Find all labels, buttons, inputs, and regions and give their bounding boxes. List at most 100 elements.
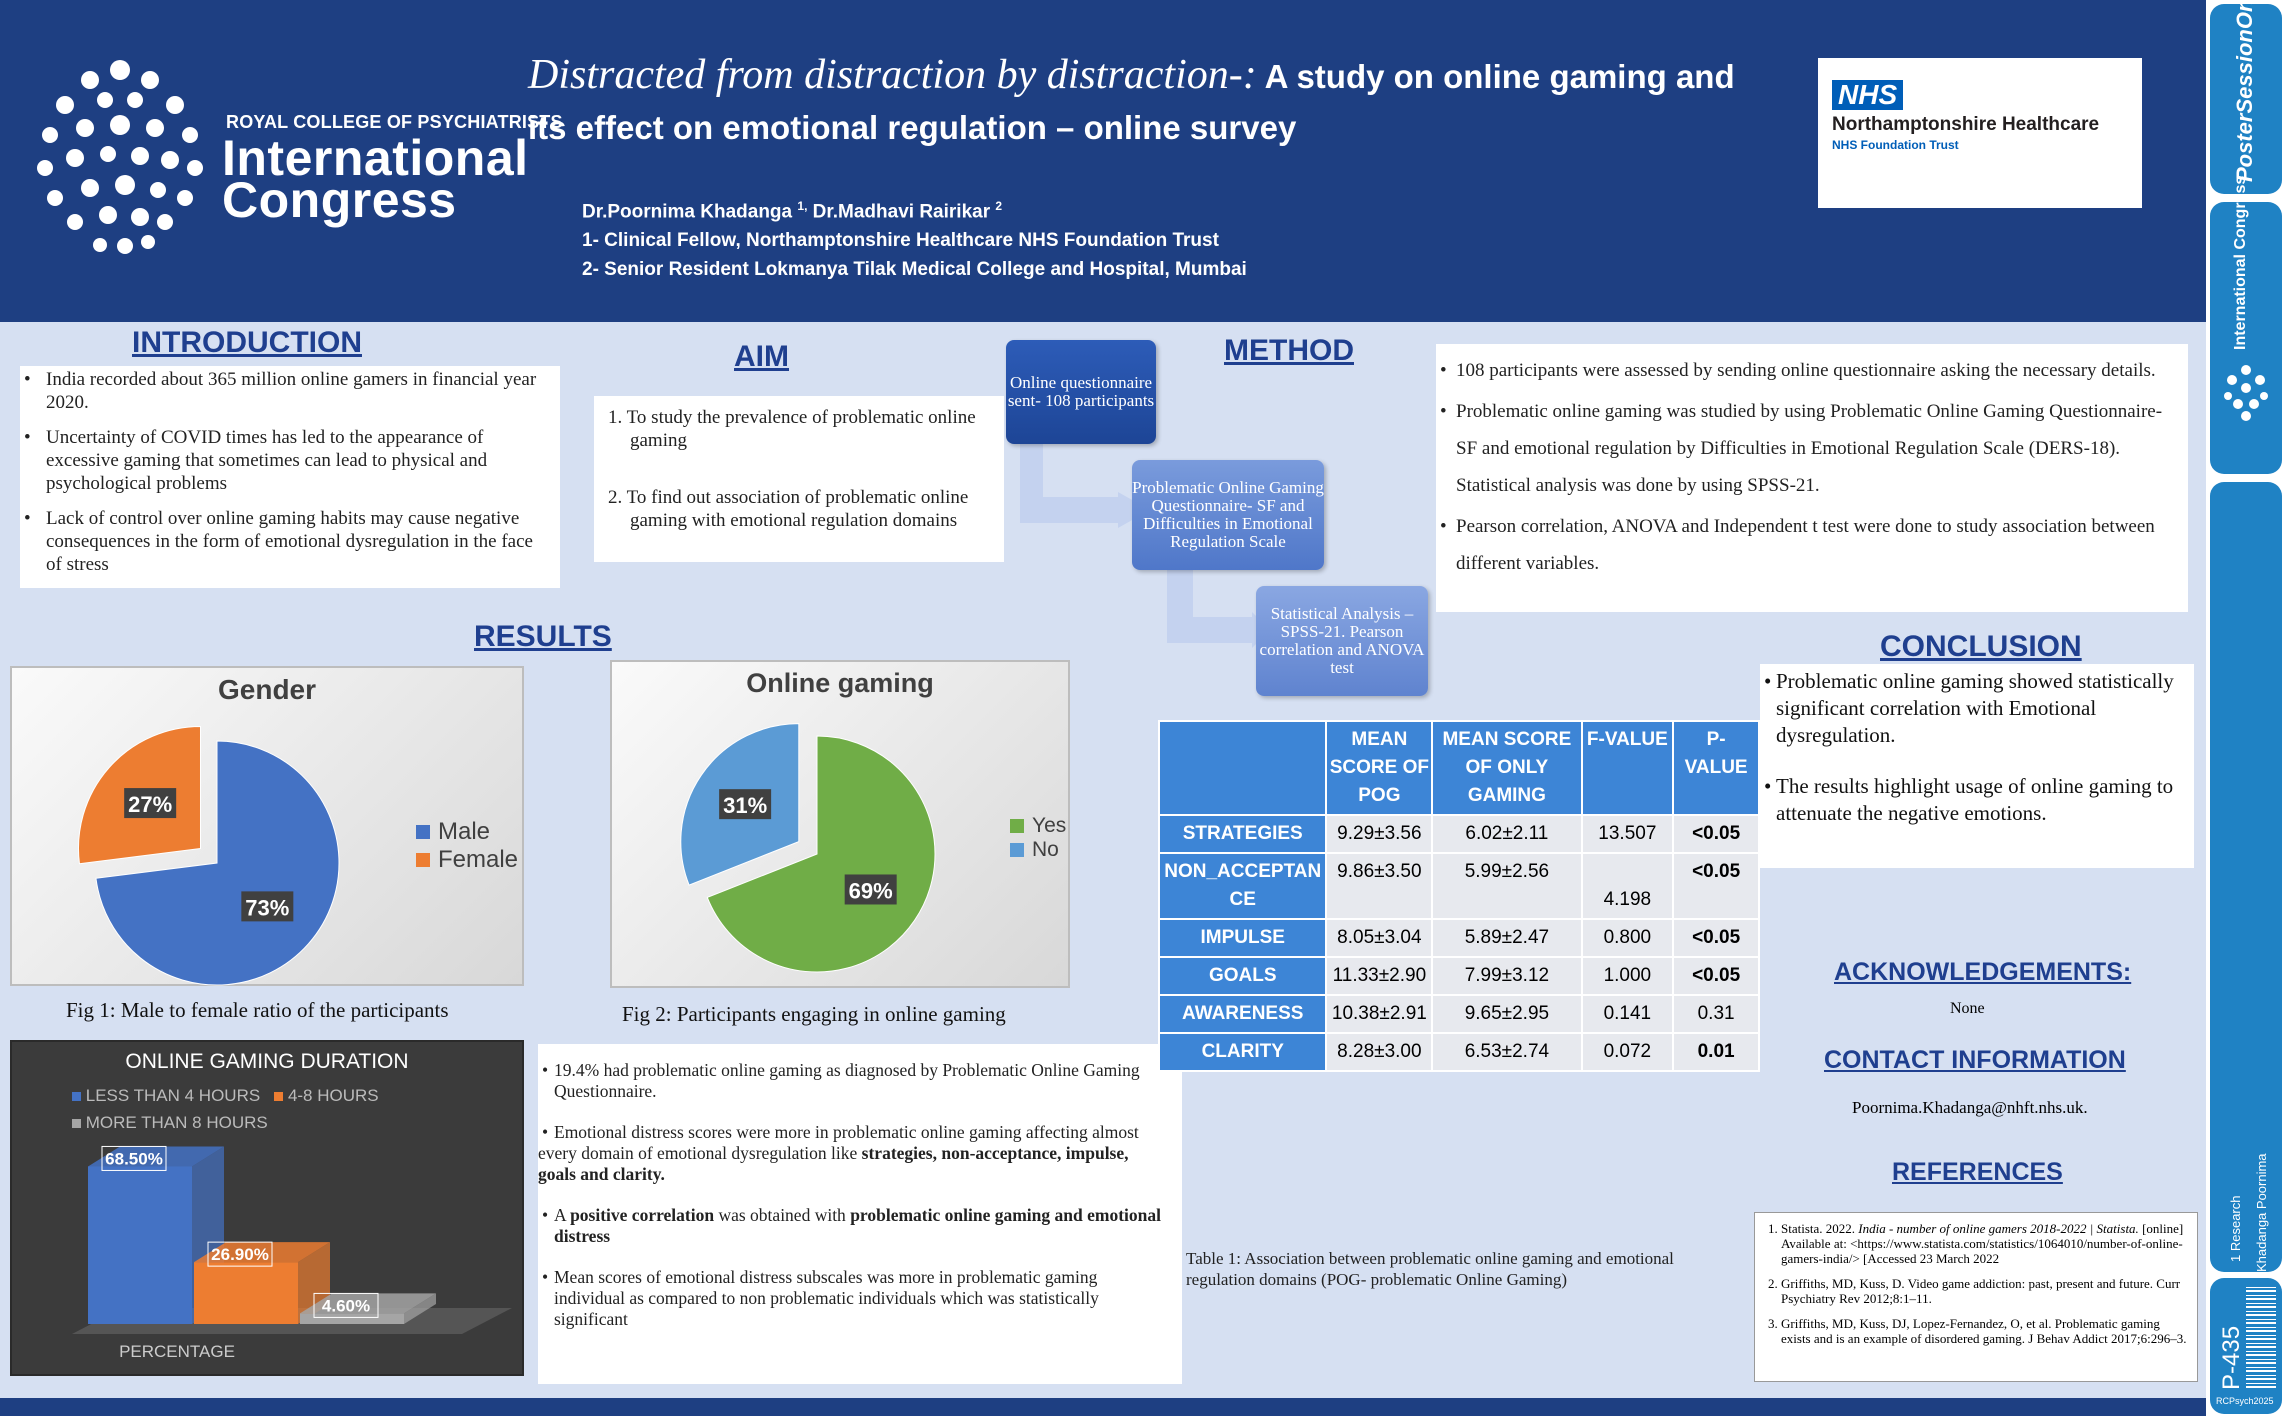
method-box: 108 participants were assessed by sendin… [1436, 344, 2188, 612]
online-gaming-pie: 69% 31% [680, 723, 936, 973]
method-bullet: Pearson correlation, ANOVA and Independe… [1436, 508, 2176, 582]
reference-item: Statista. 2022. India - number of online… [1781, 1221, 2189, 1266]
sidebar-brand-panel: PosterSessionOnline [2210, 0, 2282, 194]
table-header: MEAN SCORE OF ONLY GAMING [1431, 720, 1583, 816]
nhs-org: Northamptonshire Healthcare [1832, 114, 2100, 135]
legend-more-8: MORE THAN 8 HOURS [72, 1109, 268, 1136]
table-caption: Table 1: Association between problematic… [1186, 1249, 1674, 1289]
pie-data-label: 31% [723, 793, 767, 818]
flow-step-1: Online questionnaire sent- 108 participa… [1006, 340, 1156, 444]
table-row: CLARITY 8.28±3.00 6.53±2.74 0.072 0.01 [1157, 1032, 1760, 1072]
contact-email: Poornima.Khadanga@nhft.nhs.uk. [1852, 1098, 2088, 1117]
nhs-trust: NHS Foundation Trust [1832, 138, 1959, 152]
gender-chart-title: Gender [217, 674, 317, 705]
poster-title: Distracted from distraction by distracti… [528, 50, 1788, 154]
logo-line3: Congress [222, 172, 457, 228]
bar-0 [88, 1166, 192, 1324]
bar-top [194, 1242, 330, 1263]
method-bullet: Problematic online gaming was studied by… [1436, 393, 2176, 504]
bar-data-label: 26.90% [211, 1245, 269, 1264]
bar-2 [300, 1313, 404, 1324]
bar-top [88, 1146, 224, 1167]
duration-bars: 68.50% 26.90% 4.60% [72, 1145, 512, 1334]
references-list: Statista. 2022. India - number of online… [1759, 1221, 2189, 1346]
flow-step-3: Statistical Analysis – SPSS-21. Pearson … [1256, 586, 1428, 696]
finding-bullet: A positive correlation was obtained with… [538, 1205, 1166, 1247]
gender-legend: Male Female [416, 818, 518, 874]
aim-title: AIM [734, 340, 789, 373]
footer-code: RCPsych2025 [2216, 1396, 2274, 1406]
method-title: METHOD [1224, 334, 1354, 367]
conclusion-list: Problematic online gaming showed statist… [1760, 668, 2184, 827]
flow-step-2: Problematic Online Gaming Questionnaire-… [1132, 460, 1324, 570]
title-rest-b: its effect on emotional regulation – onl… [528, 109, 1297, 146]
table-row: IMPULSE 8.05±3.04 5.89±2.47 0.800 <0.05 [1157, 918, 1760, 958]
bar-top [300, 1293, 436, 1314]
sidebar-logo-icon [2224, 365, 2268, 421]
footer-bar [0, 1398, 2206, 1416]
introduction-title: INTRODUCTION [132, 326, 362, 359]
legend-female: Female [416, 846, 518, 874]
intro-bullet: India recorded about 365 million online … [20, 368, 548, 414]
table-row: STRATEGIES 9.29±3.56 6.02±2.11 13.507 <0.05 [1157, 814, 1760, 854]
sidebar-congress-panel: International Congress [2210, 176, 2282, 474]
bar-1 [194, 1262, 298, 1324]
sidebar-id-panel: P-435 RCPsych2025 [2210, 1278, 2282, 1414]
title-italic: Distracted from distraction by distracti… [528, 52, 1257, 98]
findings-list: 19.4% had problematic online gaming as d… [538, 1060, 1166, 1330]
conclusion-bullet: The results highlight usage of online ga… [1760, 773, 2184, 827]
bar-label-box [101, 1145, 167, 1171]
fig1-caption: Fig 1: Male to female ratio of the parti… [66, 998, 449, 1022]
intro-bullet: Uncertainty of COVID times has led to th… [20, 426, 548, 495]
references-box: Statista. 2022. India - number of online… [1754, 1212, 2198, 1382]
legend-male: Male [416, 818, 518, 846]
logo-line1: ROYAL COLLEGE OF PSYCHIATRISTS [226, 112, 563, 132]
sidebar-congress: International Congress [2232, 175, 2249, 350]
logo-line2: International [222, 130, 529, 186]
acknowledgements-text: None [1950, 1000, 1985, 1017]
finding-bullet: Mean scores of emotional distress subsca… [538, 1267, 1166, 1330]
pie-data-label: 69% [849, 878, 893, 903]
sidebar-category: 1 Research [2228, 1195, 2243, 1262]
reference-item: Griffiths, MD, Kuss, DJ, Lopez-Fernandez… [1781, 1316, 2189, 1346]
nhs-logo: NHS [1832, 80, 1904, 110]
nhs-logo-box: NHS Northamptonshire Healthcare NHS Foun… [1818, 58, 2142, 208]
acknowledgements-title: ACKNOWLEDGEMENTS: [1834, 958, 2132, 986]
table-header-row: MEAN SCORE OF POG MEAN SCORE OF ONLY GAM… [1157, 720, 1760, 816]
authors-line: Dr.Poornima Khadanga 1, Dr.Madhavi Rairi… [582, 199, 1003, 223]
introduction-box: India recorded about 365 million online … [20, 366, 560, 588]
pie-slice-yes [706, 735, 936, 973]
legend-yes: Yes [1010, 814, 1066, 838]
pie-label-bg [844, 874, 897, 905]
pie-label-bg [124, 788, 177, 819]
reference-item: Griffiths, MD, Kuss, D. Video game addic… [1781, 1276, 2189, 1306]
table-row: GOALS 11.33±2.90 7.99±3.12 1.000 <0.05 [1157, 956, 1760, 996]
results-table: MEAN SCORE OF POG MEAN SCORE OF ONLY GAM… [1157, 720, 1760, 1072]
fig2-caption: Fig 2: Participants engaging in online g… [622, 1002, 1006, 1026]
method-bullet: 108 participants were assessed by sendin… [1436, 352, 2176, 389]
bar-label-box [207, 1241, 273, 1267]
online-gaming-chart: Online gaming 69% 31% Yes No [610, 660, 1070, 988]
intro-bullet: Lack of control over online gaming habit… [20, 507, 548, 576]
bar-data-label: 68.50% [105, 1149, 163, 1168]
legend-no: No [1010, 838, 1066, 862]
contact-title: CONTACT INFORMATION [1824, 1046, 2126, 1074]
finding-bullet: Emotional distress scores were more in p… [538, 1122, 1166, 1185]
table-header: P-VALUE [1672, 720, 1760, 816]
authors-block: Dr.Poornima Khadanga 1, Dr.Madhavi Rairi… [582, 192, 1247, 284]
table-header: MEAN SCORE OF POG [1325, 720, 1434, 816]
pie-label-bg [241, 891, 294, 922]
introduction-list: India recorded about 365 million online … [20, 368, 548, 576]
results-title: RESULTS [474, 620, 612, 653]
finding-bullet: 19.4% had problematic online gaming as d… [538, 1060, 1166, 1102]
sidebar-author: Khadanga Poornima [2254, 1153, 2269, 1272]
conclusion-box: Problematic online gaming showed statist… [1760, 664, 2194, 868]
table-header: F-VALUE [1580, 720, 1675, 816]
sidebar-info-panel: 1 Research Khadanga Poornima [2210, 482, 2282, 1272]
rcpsych-logo-icon [37, 60, 203, 254]
table-row: AWARENESS 10.38±2.91 9.65±2.95 0.141 0.31 [1157, 994, 1760, 1034]
affiliation-2: 2- Senior Resident Lokmanya Tilak Medica… [582, 259, 1247, 281]
bar-side [404, 1293, 436, 1324]
duration-chart: ONLINE GAMING DURATION LESS THAN 4 HOURS… [10, 1040, 524, 1376]
legend-4-8: 4-8 HOURS [274, 1082, 379, 1109]
